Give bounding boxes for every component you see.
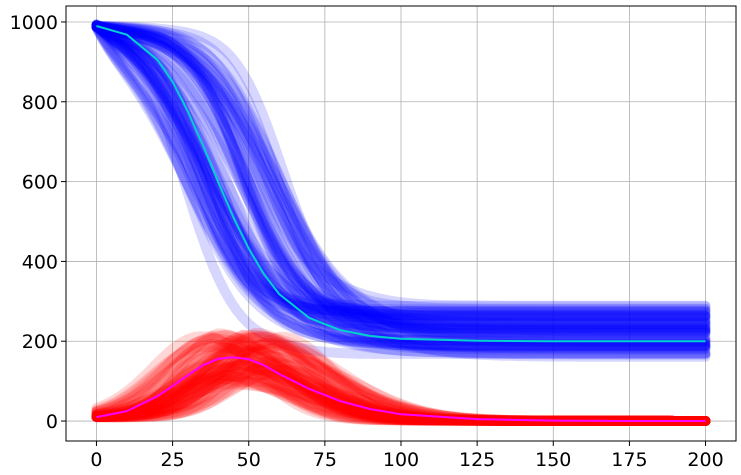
susceptible-run-line bbox=[91, 21, 711, 358]
susceptible-run-line bbox=[91, 20, 711, 333]
susceptible-run-line bbox=[91, 20, 711, 329]
y-tick-label: 0 bbox=[46, 411, 58, 433]
x-tick-label: 100 bbox=[383, 449, 419, 471]
susceptible-run-line bbox=[91, 22, 711, 322]
susceptible-run-line bbox=[91, 19, 711, 320]
susceptible-run-line bbox=[91, 21, 711, 351]
susceptible-run-line bbox=[91, 20, 711, 334]
susceptible-run-line bbox=[91, 19, 711, 352]
grid bbox=[66, 6, 736, 441]
susceptible-run-line bbox=[91, 21, 711, 334]
susceptible-run-line bbox=[91, 21, 711, 311]
susceptible-run-line bbox=[91, 21, 711, 336]
x-tick-label: 25 bbox=[160, 449, 184, 471]
susceptible-run-line bbox=[91, 21, 711, 323]
susceptible-run-line bbox=[91, 21, 711, 315]
mean-curves bbox=[96, 25, 706, 422]
susceptible-run-line bbox=[91, 20, 711, 354]
susceptible-run-line bbox=[91, 21, 711, 321]
susceptible-run-line bbox=[91, 20, 711, 359]
susceptible-run-line bbox=[91, 21, 711, 312]
axes: 0 25 50 75 100 125 150 175 200 0 200 400 600 800 1000 bbox=[10, 5, 737, 471]
susceptible-run-line bbox=[91, 22, 711, 352]
x-tick-label: 175 bbox=[611, 449, 647, 471]
susceptible-mean-line bbox=[96, 25, 706, 343]
susceptible-run-line bbox=[91, 20, 711, 323]
susceptible-run-line bbox=[91, 19, 711, 359]
susceptible-run-line bbox=[91, 21, 711, 317]
susceptible-run-line bbox=[91, 20, 711, 351]
y-tick-label: 200 bbox=[22, 331, 58, 353]
susceptible-run-line bbox=[91, 21, 711, 348]
susceptible-run-line bbox=[91, 19, 711, 325]
susceptible-run-line bbox=[91, 21, 711, 338]
susceptible-run-line bbox=[91, 21, 711, 349]
susceptible-run-line bbox=[91, 21, 711, 327]
x-tick-label: 125 bbox=[459, 449, 495, 471]
susceptible-run-line bbox=[91, 20, 711, 322]
susceptible-run-line bbox=[91, 20, 711, 331]
susceptible-run-line bbox=[91, 20, 711, 317]
y-tick-label: 600 bbox=[22, 172, 58, 194]
susceptible-run-line bbox=[91, 21, 711, 335]
susceptible-run-line bbox=[91, 20, 711, 327]
y-tick-label: 800 bbox=[22, 92, 58, 114]
susceptible-run-line bbox=[91, 20, 711, 345]
susceptible-run-line bbox=[91, 22, 711, 328]
susceptible-run-line bbox=[91, 20, 711, 341]
x-tick-label: 150 bbox=[535, 449, 571, 471]
susceptible-run-line bbox=[91, 21, 711, 362]
x-tick-label: 75 bbox=[313, 449, 337, 471]
susceptible-run-line bbox=[91, 21, 711, 335]
y-tick-label: 1000 bbox=[10, 12, 58, 34]
susceptible-run-line bbox=[91, 20, 711, 326]
susceptible-run-line bbox=[91, 20, 711, 352]
susceptible-run-line bbox=[91, 21, 711, 338]
susceptible-run-line bbox=[91, 21, 711, 355]
susceptible-run-line bbox=[91, 21, 711, 336]
susceptible-run-line bbox=[91, 19, 711, 317]
x-tick-label: 0 bbox=[90, 449, 102, 471]
susceptible-run-line bbox=[91, 21, 711, 350]
susceptible-run-line bbox=[91, 20, 711, 360]
x-tick-label: 200 bbox=[687, 449, 723, 471]
susceptible-run-line bbox=[91, 22, 711, 338]
susceptible-run-line bbox=[91, 22, 711, 332]
y-tick-label: 400 bbox=[22, 251, 58, 273]
susceptible-run-line bbox=[91, 21, 711, 337]
susceptible-run-line bbox=[91, 21, 711, 329]
susceptible-run-line bbox=[91, 21, 711, 336]
susceptible-run-line bbox=[91, 20, 711, 314]
x-tick-label: 50 bbox=[237, 449, 261, 471]
infected-mean-line bbox=[96, 356, 706, 422]
susceptible-run-line bbox=[91, 21, 711, 319]
susceptible-run-line bbox=[91, 20, 711, 350]
susceptible-run-line bbox=[91, 20, 711, 343]
susceptible-run-line bbox=[91, 20, 711, 353]
